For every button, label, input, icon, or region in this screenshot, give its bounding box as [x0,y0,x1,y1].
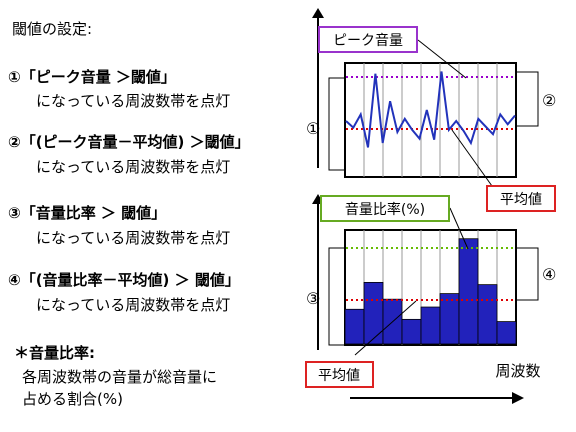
ratio-callout-box [320,195,450,222]
ratio-bar [420,306,441,345]
peak-callout-text: ピーク音量 [333,32,403,49]
bottom-avg-callout-leader [354,300,417,356]
rule-1-title: ①「ピーク音量 ＞閾値」 [8,68,176,86]
marker-1: ① [306,119,320,138]
bracket-3 [328,247,345,346]
bottom-avg-callout-text: 平均値 [318,368,360,384]
marker-2: ② [542,91,556,110]
y-axis-top-arrow [312,8,324,18]
ratio-bar [401,318,422,345]
rule-2-title: ②「(ピーク音量－平均値) ＞閾値」 [8,133,250,151]
ratio-bar [363,281,384,345]
x-axis-label: 周波数 [495,362,540,380]
spectrum-waveform [345,71,516,148]
note-title: ＊音量比率: [14,344,95,362]
bottom-avg-callout-box [305,361,374,388]
x-axis-arrow [512,392,524,404]
rule-3-title: ③「音量比率 ＞ 閾値」 [8,204,167,222]
ratio-bar [439,293,460,345]
ratio-bar [496,321,517,345]
ratio-bar [458,238,479,345]
top-chart-frame [344,62,517,178]
marker-4: ④ [542,265,556,284]
rule-2-desc: になっている周波数帯を点灯 [36,158,231,176]
bracket-1 [328,77,345,171]
note-line-2: 占める割合(%) [22,390,123,408]
marker-3: ③ [306,289,320,308]
rule-1-desc: になっている周波数帯を点灯 [36,92,231,110]
rule-4-desc: になっている周波数帯を点灯 [36,296,231,314]
ratio-bar [344,308,365,345]
top-avg-callout-text: 平均値 [500,192,542,208]
rule-4-title: ④「(音量比率－平均値) ＞ 閾値」 [8,271,240,289]
section-heading: 閾値の設定: [12,20,93,38]
peak-callout-box [318,26,418,53]
bracket-2 [514,71,539,127]
peak-callout-leader [417,39,467,79]
rule-3-desc: になっている周波数帯を点灯 [36,229,231,247]
ratio-bar [477,284,498,345]
note-line-1: 各周波数帯の音量が総音量に [22,368,218,386]
bracket-4 [514,247,539,301]
ratio-callout-leader [449,207,469,250]
top-avg-callout-box [486,185,556,212]
ratio-callout-text: 音量比率(%) [345,201,425,218]
top-avg-callout-leader [451,129,493,187]
